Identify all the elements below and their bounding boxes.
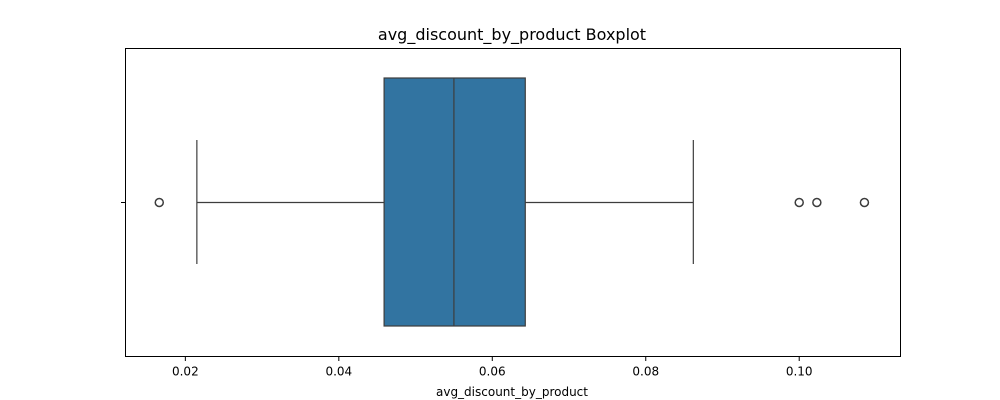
outlier-point [794,197,804,208]
plot-area [154,77,870,327]
x-axis-label: avg_discount_by_product [436,385,588,399]
chart-title: avg_discount_by_product Boxplot [378,25,646,45]
x-axis-ticks: 0.02 0.04 0.06 0.08 0.10 [172,356,813,379]
x-tick-label: 0.02 [172,365,199,379]
x-tick-label: 0.04 [325,365,352,379]
iqr-box [383,77,526,327]
x-tick-label: 0.06 [479,365,506,379]
x-tick-label: 0.08 [632,365,659,379]
outlier-point [859,197,870,208]
outlier-point [812,197,822,208]
outlier-point [154,197,165,208]
x-tick-label: 0.10 [786,365,813,379]
